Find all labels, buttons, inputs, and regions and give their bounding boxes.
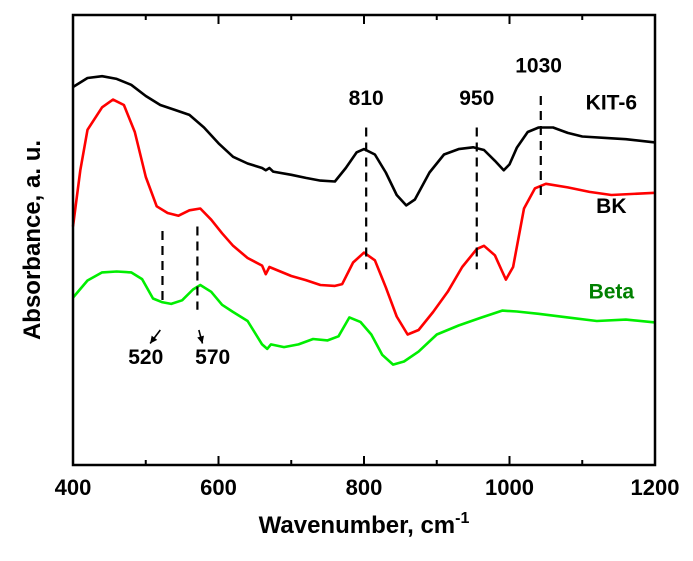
x-tick-label: 800 — [346, 475, 383, 500]
x-tick-label: 1200 — [631, 475, 680, 500]
series-label-kit-6: KIT-6 — [586, 92, 637, 115]
series-label-bk: BK — [596, 195, 626, 218]
series-label-beta: Beta — [589, 281, 635, 304]
x-axis-title-superscript: -1 — [455, 510, 469, 527]
peak-label-570: 570 — [195, 346, 230, 369]
series-line-bk — [71, 98, 656, 336]
peak-label-950: 950 — [459, 87, 494, 110]
peak-label-520: 520 — [128, 346, 163, 369]
plot-frame — [71, 13, 657, 467]
x-tick-label: 400 — [55, 475, 92, 500]
x-tick-label: 600 — [200, 475, 237, 500]
x-tick-label: 1000 — [485, 475, 534, 500]
x-axis-title: Wavenumber, cm-1 — [259, 510, 470, 539]
peak-arrowhead-520 — [150, 335, 158, 344]
y-axis-title: Absorbance, a. u. — [19, 140, 46, 340]
series-line-beta — [72, 270, 656, 366]
series-line-kit-6 — [72, 74, 656, 207]
peak-label-1030: 1030 — [515, 55, 562, 78]
peak-label-810: 810 — [349, 87, 384, 110]
peak-arrowhead-570 — [197, 335, 204, 344]
